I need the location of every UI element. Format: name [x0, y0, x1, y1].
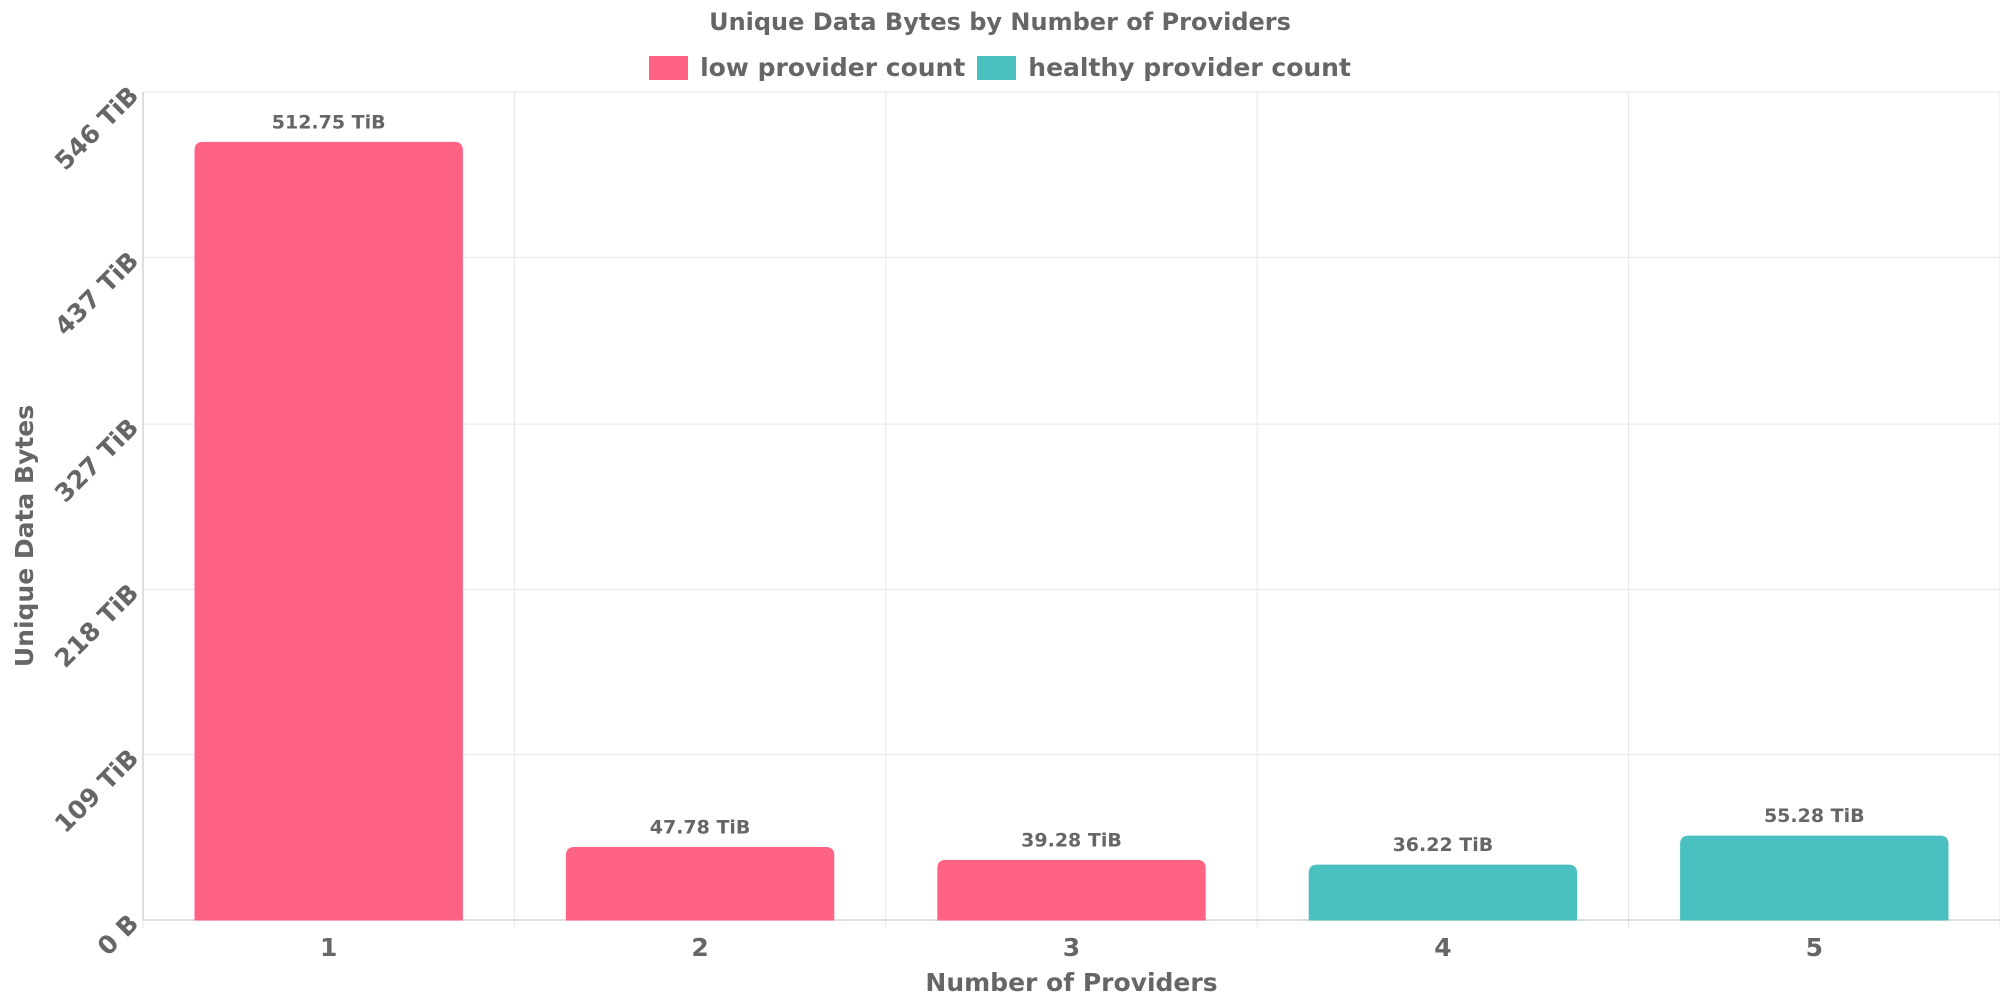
legend-item-low[interactable]: low provider count [649, 53, 965, 82]
y-tick-label: 437 TiB [49, 246, 144, 341]
bar-value-label: 36.22 TiB [1393, 834, 1494, 856]
bar-value-label: 47.78 TiB [650, 817, 751, 839]
chart-title: Unique Data Bytes by Number of Providers [709, 8, 1291, 36]
y-tick-label: 327 TiB [49, 413, 144, 508]
legend-item-healthy[interactable]: healthy provider count [977, 53, 1351, 82]
bar-value-label: 55.28 TiB [1764, 805, 1865, 827]
x-tick-label: 1 [320, 933, 337, 962]
bar-3[interactable] [937, 859, 1206, 921]
x-tick-label: 5 [1806, 933, 1823, 962]
x-tick-label: 4 [1434, 933, 1451, 962]
x-tick-label: 2 [691, 933, 708, 962]
y-tick-label: 109 TiB [49, 743, 144, 838]
bar-5[interactable] [1680, 835, 1949, 921]
y-tick-label: 0 B [92, 909, 144, 961]
bar-value-label: 39.28 TiB [1021, 829, 1122, 851]
bar-1[interactable] [194, 141, 463, 921]
y-tick-label: 218 TiB [49, 578, 144, 673]
bar-value-label: 512.75 TiB [272, 111, 386, 133]
bar-2[interactable] [565, 847, 835, 921]
legend-swatch-healthy [977, 55, 1017, 80]
legend: low provider count healthy provider coun… [0, 53, 2000, 82]
bar-4[interactable] [1308, 864, 1578, 921]
y-tick-label: 546 TiB [49, 81, 144, 176]
legend-swatch-low [649, 55, 689, 80]
y-axis-title: Unique Data Bytes [10, 405, 39, 667]
x-axis-title: Number of Providers [925, 968, 1217, 997]
legend-label-low: low provider count [700, 53, 966, 82]
x-tick-label: 3 [1063, 933, 1080, 962]
legend-label-healthy: healthy provider count [1028, 53, 1351, 82]
